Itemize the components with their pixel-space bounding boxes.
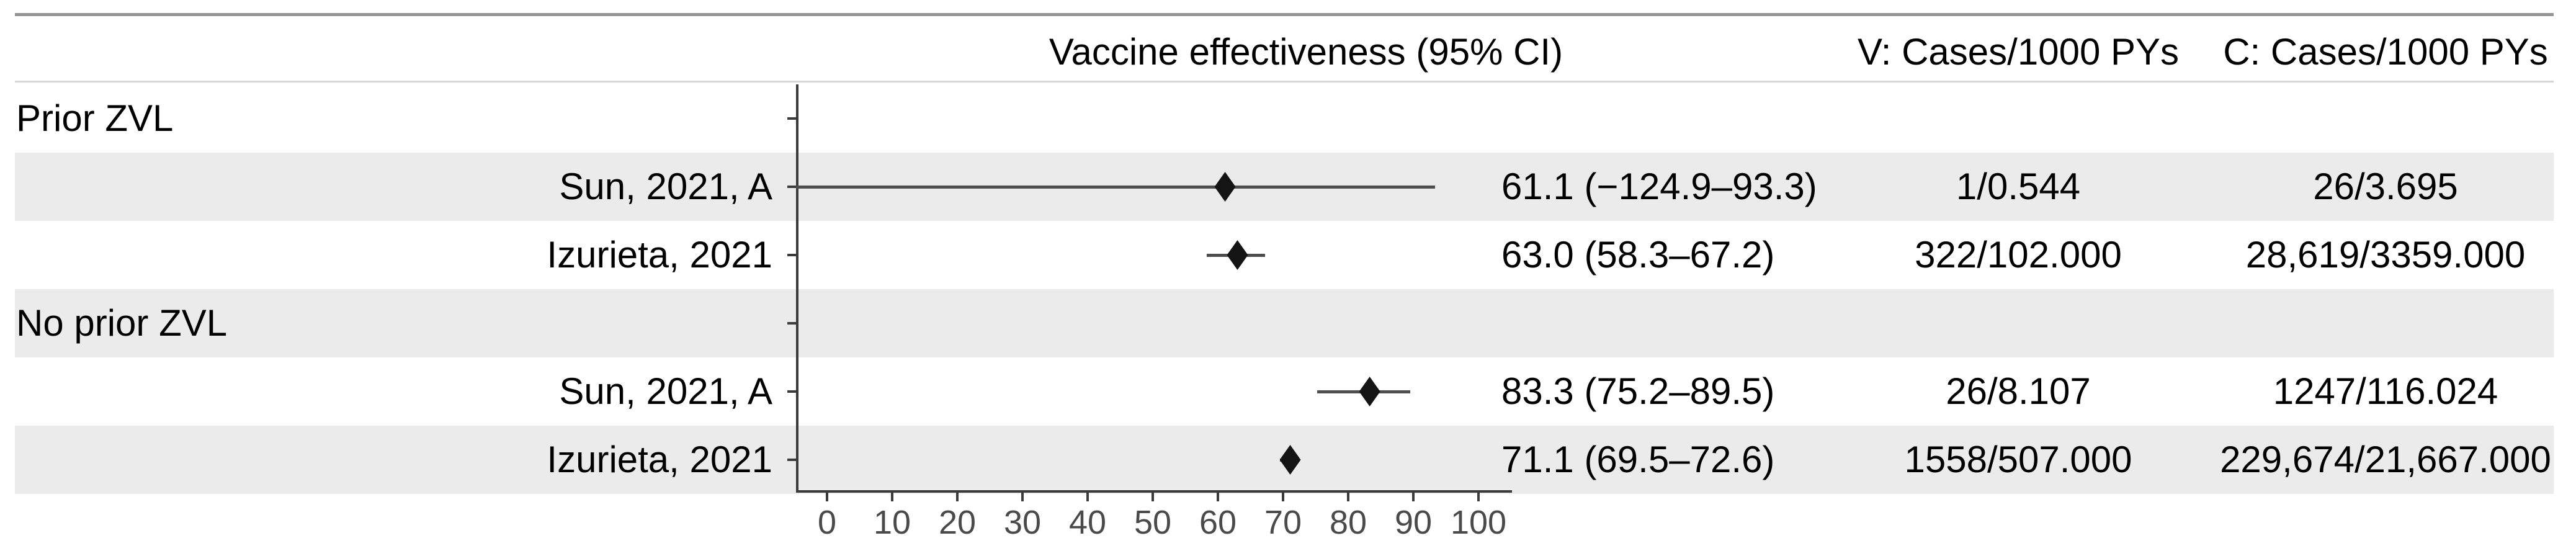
x-tick-label: 90	[1394, 504, 1433, 541]
vaccinated-cases-value: 1/0.544	[1956, 166, 2081, 207]
study-label: Izurieta, 2021	[547, 439, 772, 480]
study-label: Sun, 2021, A	[559, 166, 772, 207]
ci-line	[796, 186, 1435, 189]
x-tick	[891, 493, 893, 501]
x-tick-label: 40	[1068, 504, 1107, 541]
ve-ci-value: 61.1 (−124.9–93.3)	[1501, 166, 1817, 207]
y-tick	[787, 254, 796, 256]
group-label: No prior ZVL	[16, 302, 228, 344]
x-tick-label: 50	[1134, 504, 1172, 541]
x-tick	[826, 493, 828, 501]
control-cases-value: 1247/116.024	[2273, 370, 2498, 412]
study-row: Sun, 2021, A 61.1 (−124.9–93.3) 1/0.544 …	[0, 153, 2576, 221]
x-tick	[1152, 493, 1154, 501]
x-tick-label: 70	[1264, 504, 1302, 541]
y-axis-line	[796, 84, 798, 491]
vaccinated-cases-value: 26/8.107	[1946, 370, 2091, 412]
ve-ci-value: 83.3 (75.2–89.5)	[1501, 370, 1775, 412]
control-cases-value: 229,674/21,667.000	[2220, 439, 2551, 480]
column-header-vaccinated-cases: V: Cases/1000 PYs	[1857, 31, 2180, 73]
vaccinated-cases-value: 322/102.000	[1915, 234, 2122, 276]
study-row: Izurieta, 2021 71.1 (69.5–72.6) 1558/507…	[0, 426, 2576, 494]
control-cases-value: 26/3.695	[2313, 166, 2458, 207]
ve-ci-value: 63.0 (58.3–67.2)	[1501, 234, 1775, 276]
x-tick-label: 0	[817, 504, 837, 541]
y-tick	[787, 322, 796, 325]
row-shading-band	[15, 289, 2554, 357]
header-rule	[15, 81, 2554, 83]
x-tick-label: 30	[1003, 504, 1042, 541]
study-label: Izurieta, 2021	[547, 234, 772, 276]
x-tick	[1412, 493, 1415, 501]
study-label: Sun, 2021, A	[559, 370, 772, 412]
x-tick	[1347, 493, 1349, 501]
y-tick	[787, 186, 796, 188]
y-tick	[787, 390, 796, 393]
x-tick-label: 100	[1450, 504, 1507, 541]
x-tick	[956, 493, 959, 501]
x-tick	[1477, 493, 1480, 501]
x-tick	[1086, 493, 1089, 501]
study-row: Izurieta, 2021 63.0 (58.3–67.2) 322/102.…	[0, 221, 2576, 289]
group-row-no-prior-zvl: No prior ZVL	[0, 289, 2576, 357]
x-tick-label: 20	[938, 504, 977, 541]
x-tick	[1021, 493, 1024, 501]
study-row: Sun, 2021, A 83.3 (75.2–89.5) 26/8.107 1…	[0, 357, 2576, 426]
x-tick	[1217, 493, 1219, 501]
x-axis-line	[796, 490, 1512, 493]
y-tick	[787, 459, 796, 461]
top-rule	[15, 13, 2554, 16]
column-header-vaccine-effectiveness: Vaccine effectiveness (95% CI)	[1049, 31, 1563, 73]
group-row-prior-zvl: Prior ZVL	[0, 84, 2576, 153]
x-tick-label: 10	[873, 504, 911, 541]
group-label: Prior ZVL	[16, 97, 174, 139]
x-tick-label: 60	[1199, 504, 1237, 541]
y-tick	[787, 117, 796, 120]
vaccinated-cases-value: 1558/507.000	[1904, 439, 2132, 480]
x-tick	[1282, 493, 1284, 501]
ve-ci-value: 71.1 (69.5–72.6)	[1501, 439, 1775, 480]
column-header-control-cases: C: Cases/1000 PYs	[2223, 31, 2548, 73]
x-tick-label: 80	[1329, 504, 1367, 541]
control-cases-value: 28,619/3359.000	[2245, 234, 2526, 276]
